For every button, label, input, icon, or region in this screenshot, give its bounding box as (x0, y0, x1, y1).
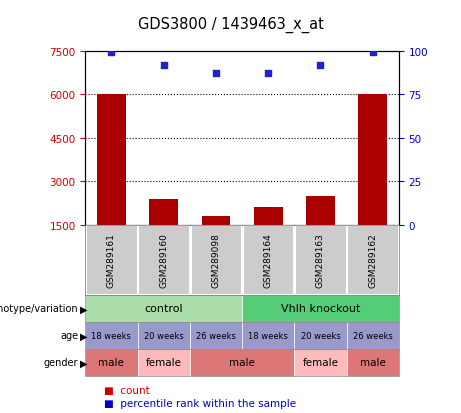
Point (212, 71, 219, 78)
Bar (358, 95, 387, 225)
Text: age: age (60, 330, 78, 341)
Point (160, 62, 167, 69)
Text: GSM289164: GSM289164 (264, 233, 272, 287)
Bar (97, 95, 126, 225)
Point (265, 71, 272, 78)
Point (369, 50, 376, 57)
Text: GSM289162: GSM289162 (368, 233, 377, 287)
Text: GDS3800 / 1439463_x_at: GDS3800 / 1439463_x_at (137, 17, 324, 33)
Text: female: female (302, 357, 338, 368)
Text: ▶: ▶ (80, 330, 88, 341)
Text: Vhlh knockout: Vhlh knockout (281, 304, 360, 314)
Text: ■  count: ■ count (104, 385, 149, 395)
Point (108, 50, 115, 57)
Text: 26 weeks: 26 weeks (353, 331, 393, 340)
Text: 26 weeks: 26 weeks (196, 331, 236, 340)
Text: 20 weeks: 20 weeks (144, 331, 183, 340)
Text: gender: gender (44, 357, 78, 368)
Text: male: male (360, 357, 385, 368)
Bar (149, 199, 178, 225)
Text: 20 weeks: 20 weeks (301, 331, 340, 340)
Text: ▶: ▶ (80, 357, 88, 368)
Text: GSM289163: GSM289163 (316, 233, 325, 287)
Bar (201, 216, 230, 225)
Bar (306, 196, 335, 225)
Text: GSM289161: GSM289161 (107, 233, 116, 287)
Text: GSM289098: GSM289098 (212, 233, 220, 287)
Text: GSM289160: GSM289160 (159, 233, 168, 287)
Text: female: female (146, 357, 182, 368)
Text: genotype/variation: genotype/variation (0, 304, 78, 314)
Point (317, 62, 324, 69)
Text: ▶: ▶ (80, 304, 88, 314)
Bar (254, 208, 283, 225)
Text: control: control (144, 304, 183, 314)
Text: male: male (99, 357, 124, 368)
Text: ■  percentile rank within the sample: ■ percentile rank within the sample (104, 398, 296, 408)
Text: 18 weeks: 18 weeks (248, 331, 288, 340)
Text: 18 weeks: 18 weeks (91, 331, 131, 340)
Text: male: male (229, 357, 255, 368)
